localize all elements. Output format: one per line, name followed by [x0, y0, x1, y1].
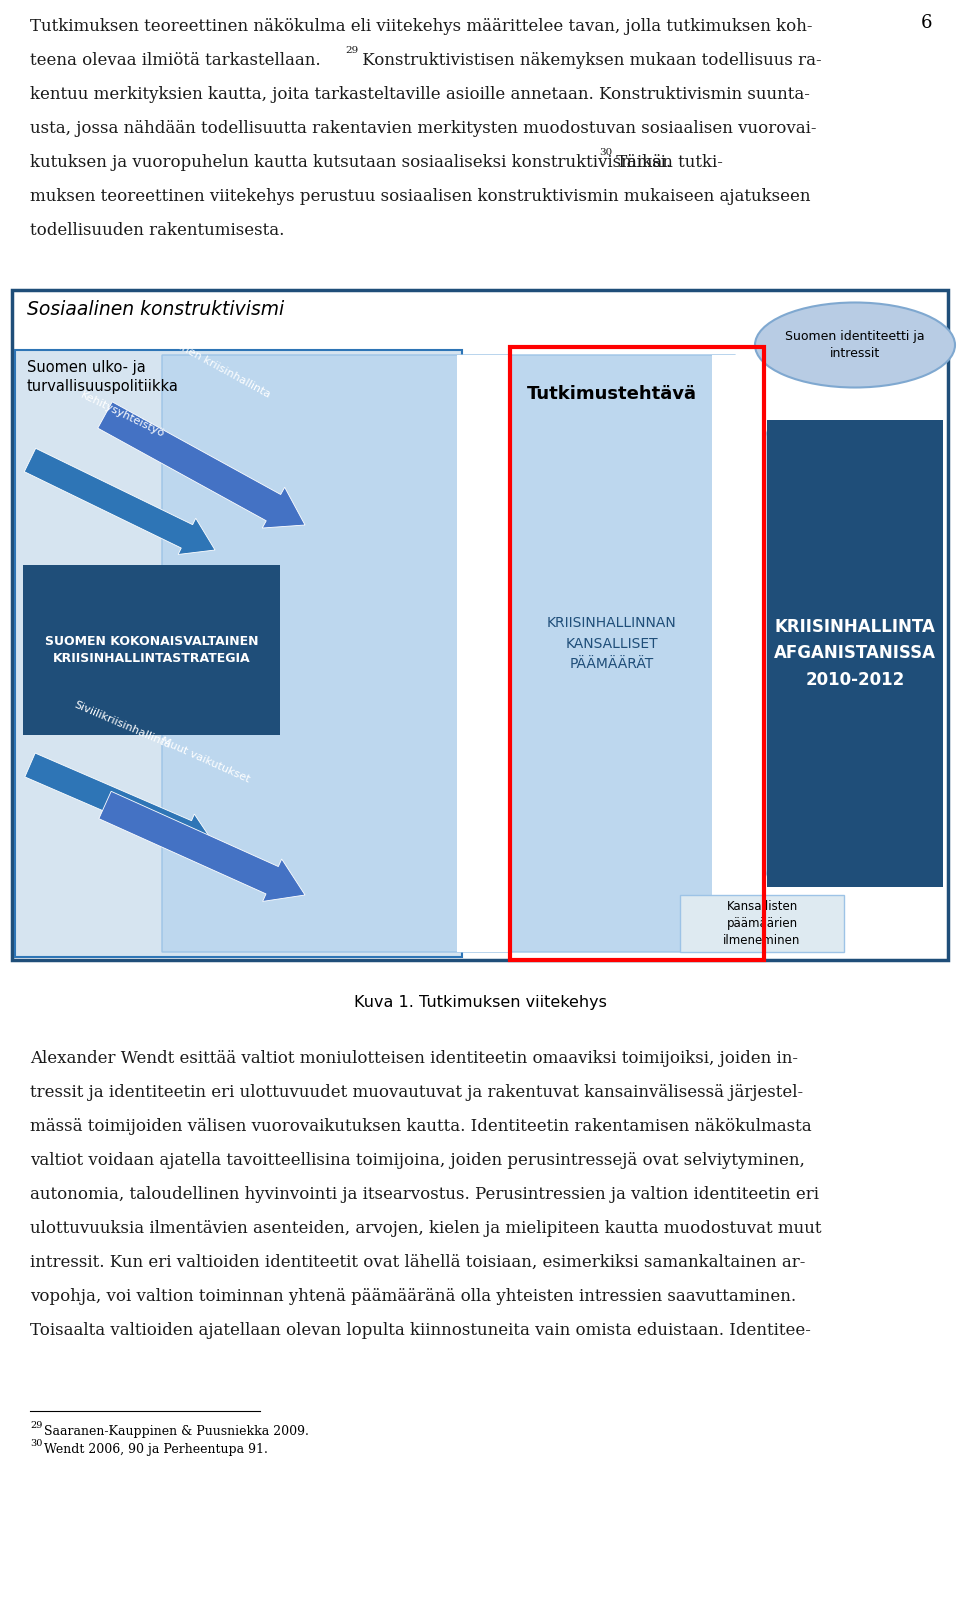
Polygon shape — [98, 401, 305, 529]
Bar — [510, 347, 764, 961]
Text: Kuva 1. Tutkimuksen viitekehys: Kuva 1. Tutkimuksen viitekehys — [353, 995, 607, 1011]
Bar — [12, 290, 948, 961]
Text: SUOMEN KOKONAISVALTAINEN
KRIISINHALLINTASTRATEGIA: SUOMEN KOKONAISVALTAINEN KRIISINHALLINTA… — [45, 635, 258, 666]
Text: 30: 30 — [599, 148, 612, 156]
Text: Siviilikriisinhallinta: Siviilikriisinhallinta — [73, 700, 173, 750]
Bar — [457, 355, 512, 953]
Text: Konstruktivistisen näkemyksen mukaan todellisuus ra-: Konstruktivistisen näkemyksen mukaan tod… — [357, 52, 822, 69]
Bar — [767, 421, 943, 887]
Text: muksen teoreettinen viitekehys perustuu sosiaalisen konstruktivismin mukaiseen a: muksen teoreettinen viitekehys perustuu … — [30, 189, 810, 205]
Polygon shape — [162, 355, 855, 953]
Text: Toisaalta valtioiden ajatellaan olevan lopulta kiinnostuneita vain omista eduist: Toisaalta valtioiden ajatellaan olevan l… — [30, 1322, 811, 1340]
Bar — [15, 350, 462, 958]
Text: tressit ja identiteetin eri ulottuvuudet muovautuvat ja rakentuvat kansainvälise: tressit ja identiteetin eri ulottuvuudet… — [30, 1083, 804, 1101]
Text: Tämän tutki-: Tämän tutki- — [611, 155, 723, 171]
Polygon shape — [24, 448, 215, 555]
Text: Saaranen-Kauppinen & Puusniekka 2009.: Saaranen-Kauppinen & Puusniekka 2009. — [44, 1425, 309, 1438]
Text: Muut vaikutukset: Muut vaikutukset — [159, 735, 252, 785]
Text: ulottuvuuksia ilmentävien asenteiden, arvojen, kielen ja mielipiteen kautta muod: ulottuvuuksia ilmentävien asenteiden, ar… — [30, 1220, 822, 1236]
Text: Kehitysyhteistyö: Kehitysyhteistyö — [79, 390, 166, 440]
Text: Tutkimuksen teoreettinen näkökulma eli viitekehys määrittelee tavan, jolla tutki: Tutkimuksen teoreettinen näkökulma eli v… — [30, 18, 812, 35]
Text: kentuu merkityksien kautta, joita tarkasteltaville asioille annetaan. Konstrukti: kentuu merkityksien kautta, joita tarkas… — [30, 85, 810, 103]
Text: usta, jossa nähdään todellisuutta rakentavien merkitysten muodostuvan sosiaalise: usta, jossa nähdään todellisuutta rakent… — [30, 119, 817, 137]
Text: Sotilaallinen kriisinhallinta: Sotilaallinen kriisinhallinta — [138, 321, 272, 400]
Text: Sosiaalinen konstruktivismi: Sosiaalinen konstruktivismi — [27, 300, 284, 319]
Bar — [712, 355, 762, 953]
Text: mässä toimijoiden välisen vuorovaikutuksen kautta. Identiteetin rakentamisen näk: mässä toimijoiden välisen vuorovaikutuks… — [30, 1119, 811, 1135]
Bar — [23, 564, 280, 735]
Text: 29: 29 — [30, 1422, 42, 1430]
Text: valtiot voidaan ajatella tavoitteellisina toimijoina, joiden perusintressejä ova: valtiot voidaan ajatella tavoitteellisin… — [30, 1153, 804, 1169]
Polygon shape — [25, 753, 215, 851]
Text: Alexander Wendt esittää valtiot moniulotteisen identiteetin omaaviksi toimijoiks: Alexander Wendt esittää valtiot moniulot… — [30, 1049, 798, 1067]
Text: KRIISINHALLINNAN
KANSALLISET
PÄÄMÄÄRÄT: KRIISINHALLINNAN KANSALLISET PÄÄMÄÄRÄT — [547, 616, 677, 671]
Text: teena olevaa ilmiötä tarkastellaan.: teena olevaa ilmiötä tarkastellaan. — [30, 52, 321, 69]
Text: KRIISINHALLINTA
AFGANISTANISSA
2010-2012: KRIISINHALLINTA AFGANISTANISSA 2010-2012 — [774, 617, 936, 688]
Text: vopohja, voi valtion toiminnan yhtenä päämääränä olla yhteisten intressien saavu: vopohja, voi valtion toiminnan yhtenä pä… — [30, 1288, 796, 1306]
Text: Wendt 2006, 90 ja Perheentupa 91.: Wendt 2006, 90 ja Perheentupa 91. — [44, 1443, 268, 1456]
Text: Kansallisten
päämäärien
ilmeneminen: Kansallisten päämäärien ilmeneminen — [723, 901, 801, 946]
Text: kutuksen ja vuoropuhelun kautta kutsutaan sosiaaliseksi konstruktivismiksi.: kutuksen ja vuoropuhelun kautta kutsutaa… — [30, 155, 671, 171]
Ellipse shape — [755, 303, 955, 387]
Text: Tutkimustehtävä: Tutkimustehtävä — [527, 385, 697, 403]
Text: todellisuuden rakentumisesta.: todellisuuden rakentumisesta. — [30, 222, 284, 239]
Text: Suomen ulko- ja
turvallisuuspolitiikka: Suomen ulko- ja turvallisuuspolitiikka — [27, 359, 179, 395]
Polygon shape — [99, 791, 305, 901]
Text: 30: 30 — [30, 1440, 42, 1448]
Text: Suomen identiteetti ja
intressit: Suomen identiteetti ja intressit — [785, 330, 924, 359]
Text: intressit. Kun eri valtioiden identiteetit ovat lähellä toisiaan, esimerkiksi sa: intressit. Kun eri valtioiden identiteet… — [30, 1254, 805, 1270]
Text: 6: 6 — [921, 15, 932, 32]
Bar — [680, 895, 844, 953]
Text: autonomia, taloudellinen hyvinvointi ja itsearvostus. Perusintressien ja valtion: autonomia, taloudellinen hyvinvointi ja … — [30, 1186, 819, 1203]
Text: 29: 29 — [345, 47, 358, 55]
